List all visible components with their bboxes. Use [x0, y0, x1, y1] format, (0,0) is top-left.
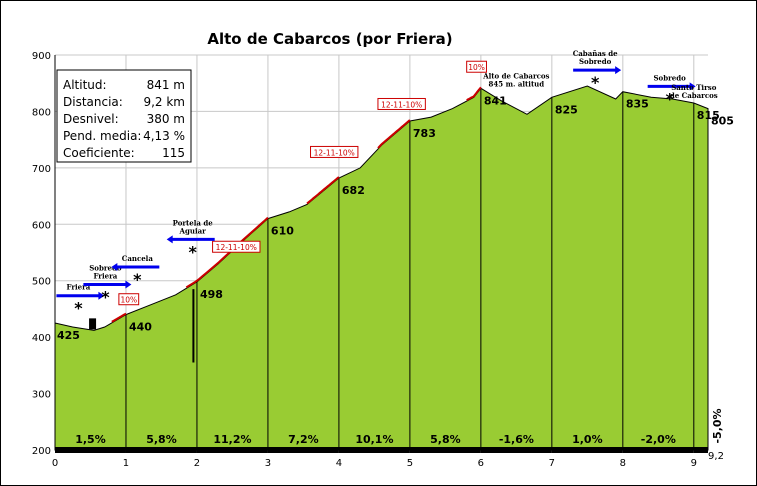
gradient-label: -2,0%: [641, 433, 676, 446]
info-value: 841 m: [147, 78, 185, 92]
info-label: Altitud:: [63, 78, 107, 92]
steep-label-box: [377, 97, 426, 110]
x-tick-label: 4: [336, 458, 342, 469]
place-label: Friera: [66, 283, 90, 292]
star-icon: *: [133, 270, 142, 289]
info-label: Pend. media:: [63, 129, 141, 143]
x-tick-label: 7: [549, 458, 555, 469]
x-tick-label: 2: [194, 458, 200, 469]
place-label: Friera: [93, 272, 117, 281]
gradient-label: -1,6%: [499, 433, 534, 446]
x-tick-label: 3: [265, 458, 271, 469]
info-label: Desnivel:: [63, 112, 119, 126]
x-tick-label: 0: [52, 458, 58, 469]
x-end-label: 9,2: [708, 451, 724, 462]
place-label: Alto de Cabarcos: [482, 72, 549, 81]
gradient-label: -5,0%: [711, 408, 724, 443]
x-tick-label: 6: [478, 458, 484, 469]
steep-line: [111, 312, 127, 323]
km-elevation-label: 682: [342, 184, 365, 197]
y-tick-label: 600: [32, 220, 51, 231]
y-tick-label: 800: [32, 107, 51, 118]
y-tick-label: 300: [32, 390, 51, 401]
km-elevation-label: 610: [271, 225, 294, 238]
steep-label-box: [212, 240, 261, 253]
place-label: Sobredo: [89, 264, 122, 273]
steep-label-box: [118, 293, 140, 306]
x-tick-label: 1: [123, 458, 129, 469]
x-tick-label: 8: [620, 458, 626, 469]
monument-icon: [89, 318, 97, 330]
y-tick-label: 900: [32, 51, 51, 62]
gradient-label: 7,2%: [288, 433, 319, 446]
direction-arrow-head: [615, 66, 622, 75]
steep-sections: 10% 12-11-10% 12-11-10% 12-11-10% 10%: [111, 60, 487, 323]
gradient-label: 5,8%: [146, 433, 177, 446]
direction-arrow-head: [166, 235, 173, 244]
gradient-label: 10,1%: [355, 433, 393, 446]
direction-arrow-head: [111, 262, 118, 271]
place-label: 845 m. altitud: [489, 80, 545, 89]
x-tick-label: 5: [407, 458, 413, 469]
direction-arrow-head: [689, 82, 696, 91]
km-elevation-label: 783: [413, 127, 436, 140]
y-tick-label: 700: [32, 164, 51, 175]
place-label: de Cabarcos: [670, 91, 718, 100]
gradient-label: 11,2%: [213, 433, 251, 446]
steep-line: [306, 176, 340, 205]
steep-line: [185, 216, 269, 289]
km-elevation-label: 815: [697, 109, 720, 122]
steep-label-box: [466, 60, 487, 73]
star-icon: *: [189, 242, 198, 261]
steep-line: [466, 86, 482, 101]
direction-arrow-head: [98, 291, 105, 300]
y-tick-label: 500: [32, 277, 51, 288]
info-box: Altitud: 841 m Distancia: 9,2 km Desnivel: 38…: [56, 69, 192, 163]
y-tick-label: 200: [32, 446, 51, 457]
gradient-label: 1,5%: [75, 433, 106, 446]
place-label: Cabañas de: [573, 49, 618, 58]
gradient-label: 1,0%: [572, 433, 603, 446]
place-label: Portela de: [173, 218, 214, 227]
star-icon: *: [74, 299, 83, 318]
km-elevation-label: 440: [129, 321, 152, 334]
star-icon: *: [665, 89, 674, 108]
info-value: 4,13 %: [143, 129, 185, 143]
km-elevation-label: 805: [711, 115, 734, 128]
km-elevation-label: 425: [57, 329, 80, 342]
km-elevation-label: 835: [626, 98, 649, 111]
x-tick-label: 9: [691, 458, 697, 469]
info-box-frame: [56, 69, 192, 163]
steep-label: 10%: [120, 296, 137, 305]
steep-label-box: [310, 145, 359, 158]
star-icon: *: [591, 73, 600, 92]
place-label: Sobredo: [654, 73, 687, 82]
km-elevation-label: 498: [200, 288, 223, 301]
steep-label: 10%: [468, 63, 485, 72]
chart-title: Alto de Cabarcos (por Friera): [207, 30, 452, 48]
steep-label: 12-11-10%: [314, 148, 355, 157]
y-tick-label: 400: [32, 333, 51, 344]
place-label: Santo Tirso: [671, 83, 717, 92]
info-label: Coeficiente:: [63, 146, 135, 160]
steep-label: 12-11-10%: [381, 100, 422, 109]
star-icon: *: [101, 288, 110, 307]
info-label: Distancia:: [63, 95, 123, 109]
axes: 200 300 400 500 600 700 800 900 0 1 2 3 4 5 6 7 8 9 9,2: [32, 51, 724, 469]
place-label: Aguiar: [179, 226, 207, 235]
info-value: 115: [162, 146, 185, 160]
steep-label: 12-11-10%: [216, 243, 257, 252]
km-elevation-label: 825: [555, 103, 578, 116]
steep-line: [377, 119, 411, 149]
info-value: 380 m: [147, 112, 185, 126]
info-value: 9,2 km: [143, 95, 185, 109]
place-label: Sobredo: [579, 57, 612, 66]
direction-arrow-head: [125, 280, 132, 289]
km-elevation-label: 841: [484, 94, 507, 107]
gradient-label: 5,8%: [430, 433, 461, 446]
place-label: Cancela: [122, 254, 154, 263]
